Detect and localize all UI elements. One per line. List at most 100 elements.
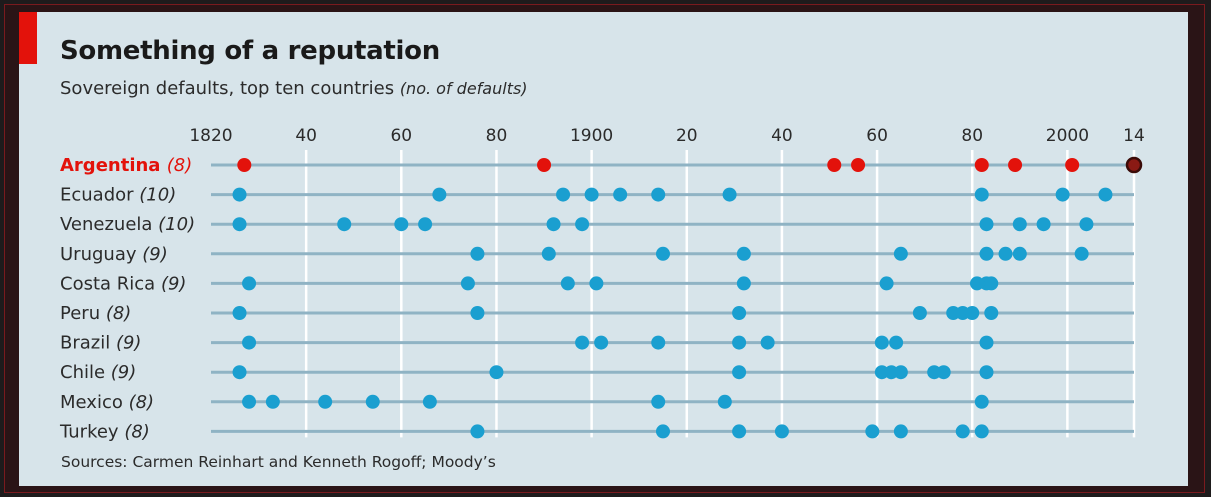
default-dot xyxy=(418,217,433,232)
default-dot xyxy=(827,158,842,172)
default-dot xyxy=(1012,246,1027,261)
default-dot xyxy=(774,424,789,439)
row-label: Ecuador (10) xyxy=(60,185,176,206)
subtitle-unit: (no. of defaults) xyxy=(399,79,528,98)
default-dot xyxy=(651,335,666,350)
source-note: Sources: Carmen Reinhart and Kenneth Rog… xyxy=(61,453,496,471)
default-dot xyxy=(974,394,989,409)
chart-panel xyxy=(19,12,1188,486)
default-dot xyxy=(851,158,866,172)
default-dot xyxy=(556,187,571,202)
default-dot xyxy=(1036,217,1051,232)
default-dot xyxy=(394,217,409,232)
brand-tab xyxy=(19,12,37,64)
x-tick-label: 80 xyxy=(486,126,508,146)
default-dot xyxy=(979,335,994,350)
default-dot xyxy=(651,187,666,202)
default-dot xyxy=(732,306,747,320)
default-dot xyxy=(1079,217,1094,232)
default-dot xyxy=(432,187,447,202)
country-name: Uruguay xyxy=(60,244,142,265)
country-name: Brazil xyxy=(60,333,116,354)
default-dot xyxy=(984,276,999,291)
x-tick-label: 40 xyxy=(295,126,317,146)
default-dot xyxy=(979,365,994,380)
default-count: (9) xyxy=(116,333,142,354)
default-dot xyxy=(717,394,732,409)
default-dot xyxy=(242,394,257,409)
row-label: Uruguay (9) xyxy=(60,244,168,265)
default-count: (9) xyxy=(111,362,137,383)
country-name: Ecuador xyxy=(60,185,139,206)
default-dot xyxy=(237,158,252,172)
default-dot xyxy=(232,187,247,202)
default-dot xyxy=(318,394,333,409)
row-label: Argentina (8) xyxy=(60,155,192,176)
default-dot xyxy=(955,424,970,439)
default-dot xyxy=(1012,217,1027,232)
default-dot xyxy=(470,306,485,320)
default-dot xyxy=(242,276,257,291)
default-dot xyxy=(1008,158,1023,172)
default-dot xyxy=(1125,156,1143,174)
row-label: Costa Rica (9) xyxy=(60,273,186,294)
default-dot xyxy=(242,335,257,350)
default-dot xyxy=(594,335,609,350)
chart-title: Something of a reputation xyxy=(60,36,440,66)
country-name: Argentina xyxy=(60,155,167,176)
default-dot xyxy=(936,365,951,380)
country-name: Venezuela xyxy=(60,214,158,235)
default-dot xyxy=(655,424,670,439)
default-dot xyxy=(974,424,989,439)
row-label: Mexico (8) xyxy=(60,392,154,413)
default-count: (8) xyxy=(106,303,132,324)
default-dot xyxy=(979,246,994,261)
default-dot xyxy=(489,365,504,380)
default-dot xyxy=(974,187,989,202)
default-count: (8) xyxy=(124,421,150,442)
chart-subtitle: Sovereign defaults, top ten countries (n… xyxy=(60,78,528,99)
default-dot xyxy=(470,424,485,439)
x-tick-label: 20 xyxy=(676,126,698,146)
default-count: (8) xyxy=(129,392,155,413)
default-dot xyxy=(651,394,666,409)
row-label: Venezuela (10) xyxy=(60,214,195,235)
default-dot xyxy=(732,424,747,439)
default-dot xyxy=(460,276,475,291)
default-dot xyxy=(560,276,575,291)
default-dot xyxy=(760,335,775,350)
default-dot xyxy=(232,365,247,380)
row-label: Peru (8) xyxy=(60,303,131,324)
default-dot xyxy=(893,365,908,380)
default-dot xyxy=(732,365,747,380)
default-dot xyxy=(655,246,670,261)
default-dot xyxy=(722,187,737,202)
row-label: Brazil (9) xyxy=(60,333,141,354)
default-count: (9) xyxy=(142,244,168,265)
default-dot xyxy=(546,217,561,232)
subtitle-text: Sovereign defaults, top ten countries xyxy=(60,78,395,99)
default-dot xyxy=(736,276,751,291)
default-dot xyxy=(537,158,552,172)
default-dot xyxy=(1055,187,1070,202)
default-dot xyxy=(470,246,485,261)
default-dot xyxy=(879,276,894,291)
default-dot xyxy=(337,217,352,232)
row-label: Turkey (8) xyxy=(59,421,150,442)
x-tick-label: 1820 xyxy=(189,126,232,146)
default-dot xyxy=(1065,158,1080,172)
default-dot xyxy=(232,217,247,232)
default-dot xyxy=(865,424,880,439)
default-dot xyxy=(893,246,908,261)
x-tick-label: 80 xyxy=(961,126,983,146)
default-dot xyxy=(736,246,751,261)
country-name: Chile xyxy=(60,362,111,383)
country-name: Costa Rica xyxy=(60,273,161,294)
default-dot xyxy=(965,306,980,320)
default-dot xyxy=(365,394,380,409)
default-count: (10) xyxy=(139,185,176,206)
default-dot xyxy=(584,187,599,202)
x-tick-label: 1900 xyxy=(570,126,613,146)
row-label: Chile (9) xyxy=(60,362,136,383)
